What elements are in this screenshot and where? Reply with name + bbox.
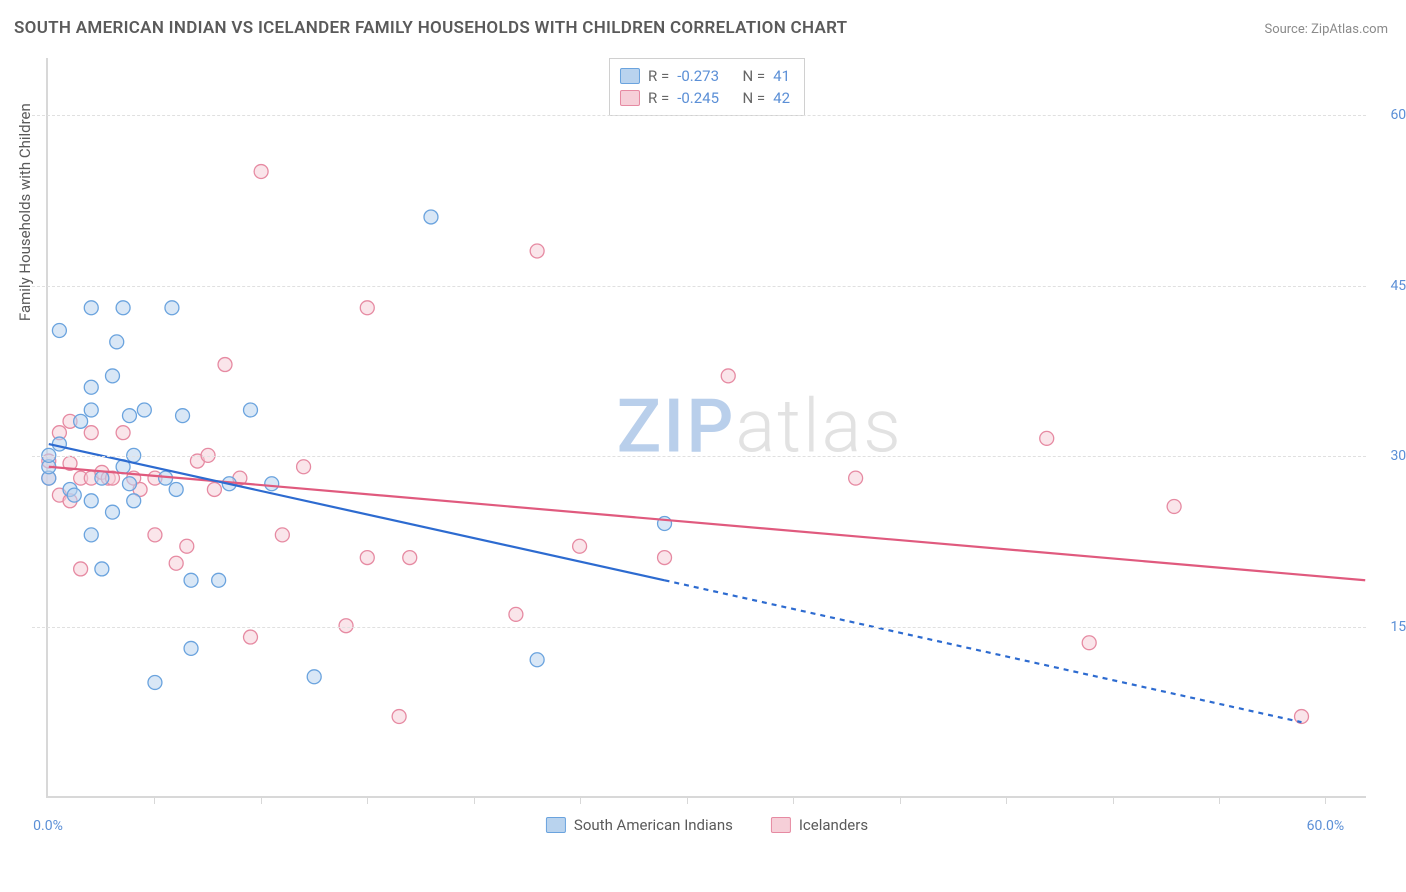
data-point bbox=[424, 210, 438, 224]
plot-svg bbox=[48, 58, 1366, 796]
data-point bbox=[339, 619, 353, 633]
x-tick bbox=[474, 796, 475, 804]
source-label: Source: ZipAtlas.com bbox=[1264, 22, 1388, 37]
data-point bbox=[573, 539, 587, 553]
data-point bbox=[74, 562, 88, 576]
data-point bbox=[392, 710, 406, 724]
data-point bbox=[67, 488, 81, 502]
data-point bbox=[127, 448, 141, 462]
stats-row-b: R = -0.245 N = 42 bbox=[620, 87, 790, 109]
data-point bbox=[52, 324, 66, 338]
swatch-a-icon bbox=[620, 68, 640, 84]
y-axis-title: Family Households with Children bbox=[16, 103, 34, 321]
data-point bbox=[360, 551, 374, 565]
data-point bbox=[530, 244, 544, 258]
data-point bbox=[1082, 636, 1096, 650]
data-point bbox=[84, 403, 98, 417]
gridline bbox=[32, 456, 1366, 457]
data-point bbox=[116, 426, 130, 440]
data-point bbox=[106, 505, 120, 519]
data-point bbox=[254, 165, 268, 179]
x-tick bbox=[1113, 796, 1114, 804]
data-point bbox=[180, 539, 194, 553]
data-point bbox=[176, 409, 190, 423]
data-point bbox=[137, 403, 151, 417]
legend-item-b: Icelanders bbox=[771, 816, 868, 834]
x-tick bbox=[687, 796, 688, 804]
legend-item-a: South American Indians bbox=[546, 816, 733, 834]
data-point bbox=[116, 301, 130, 315]
x-tick bbox=[580, 796, 581, 804]
y-tick-label: 30.0% bbox=[1390, 448, 1406, 464]
swatch-b-icon bbox=[620, 90, 640, 106]
data-point bbox=[307, 670, 321, 684]
data-point bbox=[184, 641, 198, 655]
data-point bbox=[207, 482, 221, 496]
data-point bbox=[297, 460, 311, 474]
data-point bbox=[1167, 499, 1181, 513]
y-tick-label: 60.0% bbox=[1390, 107, 1406, 123]
data-point bbox=[530, 653, 544, 667]
data-point bbox=[275, 528, 289, 542]
data-point bbox=[1040, 431, 1054, 445]
x-tick bbox=[1325, 796, 1326, 804]
data-point bbox=[360, 301, 374, 315]
stats-row-a: R = -0.273 N = 41 bbox=[620, 65, 790, 87]
data-point bbox=[95, 562, 109, 576]
data-point bbox=[74, 414, 88, 428]
data-point bbox=[169, 482, 183, 496]
data-point bbox=[84, 528, 98, 542]
data-point bbox=[122, 409, 136, 423]
legend: South American Indians Icelanders bbox=[546, 816, 868, 834]
data-point bbox=[95, 471, 109, 485]
y-tick-label: 45.0% bbox=[1390, 278, 1406, 294]
data-point bbox=[122, 477, 136, 491]
data-point bbox=[244, 630, 258, 644]
data-point bbox=[658, 551, 672, 565]
data-point bbox=[218, 358, 232, 372]
data-point bbox=[84, 426, 98, 440]
x-tick bbox=[261, 796, 262, 804]
data-point bbox=[244, 403, 258, 417]
gridline bbox=[32, 286, 1366, 287]
y-tick-label: 15.0% bbox=[1390, 619, 1406, 635]
scatter-plot: ZIPatlas R = -0.273 N = 41 R = -0.245 N … bbox=[46, 58, 1366, 798]
data-point bbox=[212, 573, 226, 587]
data-point bbox=[721, 369, 735, 383]
data-point bbox=[110, 335, 124, 349]
data-point bbox=[184, 573, 198, 587]
data-point bbox=[84, 380, 98, 394]
x-tick bbox=[154, 796, 155, 804]
data-point bbox=[509, 607, 523, 621]
data-point bbox=[127, 494, 141, 508]
data-point bbox=[165, 301, 179, 315]
legend-swatch-a-icon bbox=[546, 817, 566, 833]
data-point bbox=[148, 528, 162, 542]
trend-line bbox=[49, 467, 1365, 581]
legend-swatch-b-icon bbox=[771, 817, 791, 833]
x-tick-label: 0.0% bbox=[33, 818, 63, 834]
data-point bbox=[84, 494, 98, 508]
stats-box: R = -0.273 N = 41 R = -0.245 N = 42 bbox=[609, 58, 805, 116]
trend-line bbox=[665, 580, 1302, 722]
data-point bbox=[403, 551, 417, 565]
x-tick-label: 60.0% bbox=[1307, 818, 1345, 834]
x-tick bbox=[900, 796, 901, 804]
x-tick bbox=[367, 796, 368, 804]
data-point bbox=[169, 556, 183, 570]
x-tick bbox=[1219, 796, 1220, 804]
data-point bbox=[106, 369, 120, 383]
data-point bbox=[52, 437, 66, 451]
x-tick bbox=[1006, 796, 1007, 804]
data-point bbox=[84, 301, 98, 315]
data-point bbox=[148, 675, 162, 689]
x-tick bbox=[793, 796, 794, 804]
data-point bbox=[849, 471, 863, 485]
chart-title: SOUTH AMERICAN INDIAN VS ICELANDER FAMIL… bbox=[14, 18, 847, 38]
data-point bbox=[201, 448, 215, 462]
gridline bbox=[32, 627, 1366, 628]
gridline bbox=[32, 115, 1366, 116]
data-point bbox=[42, 448, 56, 462]
data-point bbox=[265, 477, 279, 491]
